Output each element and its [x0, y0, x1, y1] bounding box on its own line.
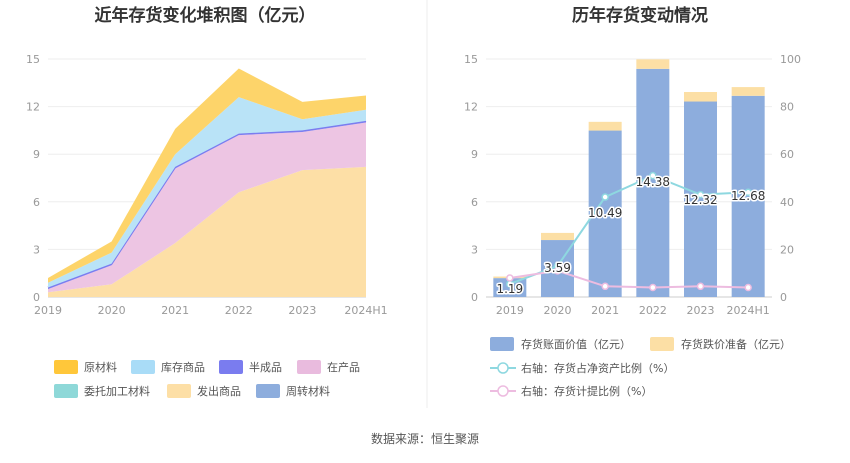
legend-label: 右轴：存货占净资产比例（%）: [521, 361, 674, 375]
x-tick-label: 2022: [225, 304, 253, 317]
legend-label: 存货跌价准备（亿元）: [681, 337, 791, 351]
legend-label: 库存商品: [161, 360, 205, 374]
y-tick-label: 12: [464, 101, 478, 114]
point-provision-ratio: [744, 283, 752, 292]
bar-impairment: [541, 232, 574, 241]
x-tick-label: 2022: [639, 304, 667, 317]
bar-data-label: 10.49: [588, 206, 622, 220]
legend-marker-2: [497, 362, 509, 374]
bar-data-label: 1.19: [496, 282, 523, 296]
point-provision-ratio: [696, 282, 705, 291]
point-ratio-net-assets: [649, 171, 657, 180]
area-series-0: [48, 166, 366, 297]
legend-label: 委托加工材料: [84, 384, 150, 398]
y-tick-label: 6: [471, 196, 478, 209]
bar-data-label: 12.32: [683, 193, 717, 207]
y2-tick-label: 40: [780, 196, 794, 209]
legend-label: 右轴：存货计提比例（%）: [521, 384, 652, 398]
x-tick-label: 2024H1: [727, 304, 770, 317]
legend-swatch-0: [490, 337, 514, 351]
point-provision-ratio: [649, 283, 657, 292]
y-tick-label: 9: [33, 148, 40, 161]
x-tick-label: 2024H1: [344, 304, 387, 317]
legend-label: 半成品: [249, 360, 282, 374]
x-tick-label: 2020: [544, 304, 572, 317]
point-provision-ratio: [601, 282, 609, 291]
y-tick-label: 12: [26, 101, 40, 114]
legend-label: 周转材料: [286, 384, 330, 398]
y-tick-label: 6: [33, 196, 40, 209]
x-tick-label: 2023: [687, 304, 715, 317]
point-provision-ratio: [506, 274, 514, 282]
line-ratio-net-assets: [509, 174, 749, 285]
legend-swatch-3: [297, 360, 321, 374]
y2-tick-label: 20: [780, 243, 794, 256]
y2-tick-label: 80: [780, 101, 794, 114]
x-tick-label: 2019: [34, 304, 62, 317]
bar-impairment: [684, 92, 717, 102]
legend-label: 发出商品: [197, 384, 241, 398]
legend-swatch-2: [219, 360, 243, 374]
y-tick-label: 3: [33, 243, 40, 256]
y-tick-label: 9: [471, 148, 478, 161]
bar-line-chart: 0 3 6 9 12 15 0 20 40 60 80 100 2019 2020 2021 2022 2023…: [464, 53, 801, 398]
y2-tick-label: 60: [780, 148, 794, 161]
x-tick-label: 2019: [496, 304, 524, 317]
area-series-1: [48, 122, 366, 293]
legend-swatch-6: [256, 384, 280, 398]
point-ratio-net-assets: [744, 188, 752, 197]
y-tick-label: 15: [26, 53, 40, 66]
right-chart-title: 历年存货变动情况: [572, 5, 708, 26]
y-tick-label: 3: [471, 243, 478, 256]
line-provision-ratio: [509, 269, 749, 289]
stacked-area-chart: 0 3 6 9 12 15 2019 2020 2021 2022 2023 2024H1 原材料 库存商…: [26, 53, 388, 398]
legend-swatch-0: [54, 360, 78, 374]
bar-data-label: 3.59: [544, 261, 571, 275]
legend-marker-3: [497, 385, 509, 397]
y-tick-label: 15: [464, 53, 478, 66]
area-series-6: [48, 68, 366, 283]
bar-impairment: [731, 87, 765, 96]
x-tick-label: 2021: [161, 304, 189, 317]
point-ratio-net-assets: [696, 190, 705, 199]
y-tick-label: 0: [33, 291, 40, 304]
legend-swatch-4: [54, 384, 78, 398]
x-tick-label: 2023: [288, 304, 316, 317]
left-chart-title: 近年存货变化堆积图（亿元）: [95, 5, 316, 26]
y2-tick-label: 100: [780, 53, 801, 66]
x-tick-label: 2021: [591, 304, 619, 317]
y2-tick-label: 0: [780, 291, 787, 304]
bar-book-value: [731, 95, 765, 297]
legend-label: 原材料: [84, 360, 117, 374]
legend-swatch-1: [650, 337, 674, 351]
bar-data-label: 12.68: [731, 189, 765, 203]
bar-data-label: 14.38: [636, 175, 670, 189]
legend-swatch-1: [131, 360, 155, 374]
bar-book-value: [684, 101, 717, 297]
y-tick-label: 0: [471, 291, 478, 304]
data-source: 数据来源：恒生聚源: [371, 431, 479, 446]
bar-impairment: [636, 59, 670, 69]
legend-label: 在产品: [327, 360, 360, 374]
x-tick-label: 2020: [98, 304, 126, 317]
bar-book-value: [636, 68, 670, 297]
area-series-5: [48, 97, 366, 288]
bar-impairment: [588, 121, 622, 131]
legend-swatch-5: [167, 384, 191, 398]
legend-label: 存货账面价值（亿元）: [521, 337, 631, 351]
point-ratio-net-assets: [601, 193, 609, 201]
point-provision-ratio: [553, 267, 562, 275]
